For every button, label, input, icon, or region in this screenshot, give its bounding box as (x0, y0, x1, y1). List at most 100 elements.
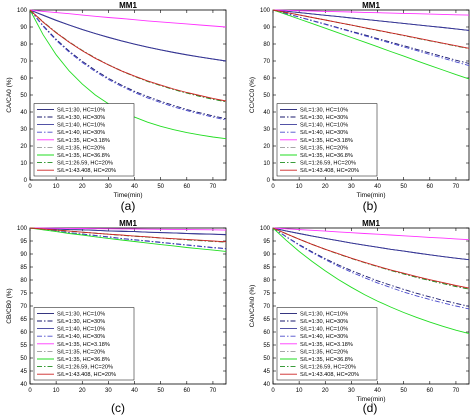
y-tick-label: 40 (263, 382, 270, 388)
x-tick-label: 30 (348, 388, 355, 394)
legend-label: S/L=1:26.59, HC=20% (57, 365, 113, 371)
y-tick-label: 65 (263, 317, 270, 323)
series-line-3 (29, 227, 227, 235)
legend-label: S/L=1:40, HC=30% (57, 130, 105, 136)
x-tick-label: 60 (426, 184, 433, 190)
legend-label: S/L=1:40, HC=10% (57, 123, 105, 129)
x-tick-label: 0 (271, 388, 275, 394)
chart-title: MM1 (119, 1, 137, 10)
panel-label: (c) (111, 401, 125, 415)
legend-label: S/L=1:30, HC=10% (57, 311, 105, 317)
x-tick-label: 70 (210, 388, 217, 394)
y-tick-label: 90 (20, 25, 27, 31)
y-tick-label: 80 (20, 278, 27, 284)
series-line-7 (272, 9, 470, 80)
series-line-4 (272, 9, 470, 67)
legend-label: S/L=1:30, HC=10% (57, 107, 105, 113)
x-tick-label: 70 (210, 184, 217, 190)
series-line-9 (29, 9, 227, 102)
y-tick-label: 50 (20, 356, 27, 362)
legend-label: S/L=1:35, HC=20% (300, 145, 348, 151)
legend-label: S/L=1:35, HC=3.18% (300, 342, 353, 348)
legend-label: S/L=1:35, HC=36.8% (300, 153, 353, 159)
legend-label: S/L=1:30, HC=30% (57, 115, 105, 121)
y-tick-label: 70 (263, 59, 270, 65)
series-line-9 (272, 227, 470, 289)
x-tick-label: 0 (271, 184, 275, 190)
x-tick-label: 30 (348, 184, 355, 190)
x-tick-label: 40 (131, 388, 138, 394)
series-line-5 (272, 227, 470, 241)
legend-label: S/L=1:35, HC=3.18% (57, 138, 110, 144)
legend-label: S/L=1:35, HC=36.8% (57, 153, 110, 159)
legend-label: S/L=1:40, HC=30% (300, 130, 348, 136)
legend-label: S/L=1:40, HC=10% (300, 123, 348, 129)
x-tick-label: 40 (374, 388, 381, 394)
x-tick-label: 0 (28, 388, 32, 394)
series-line-7 (272, 227, 470, 335)
legend-label: S/L=1:43.408, HC=20% (300, 168, 359, 174)
legend-label: S/L=1:40, HC=30% (300, 334, 348, 340)
legend-label: S/L=1:43.408, HC=20% (57, 168, 116, 174)
y-tick-label: 50 (263, 93, 270, 99)
y-tick-label: 95 (263, 239, 270, 245)
x-tick-label: 50 (157, 184, 164, 190)
y-tick-label: 60 (20, 330, 27, 336)
y-tick-label: 80 (20, 42, 27, 48)
y-tick-label: 80 (263, 42, 270, 48)
legend-label: S/L=1:30, HC=10% (300, 311, 348, 317)
x-tick-label: 70 (453, 184, 460, 190)
legend-label: S/L=1:35, HC=36.8% (57, 357, 110, 363)
y-tick-label: 60 (263, 76, 270, 82)
series-line-2 (29, 9, 227, 120)
x-axis-label: Time(min) (113, 192, 142, 199)
y-tick-label: 60 (263, 330, 270, 336)
y-tick-label: 20 (263, 144, 270, 150)
y-tick-label: 85 (20, 265, 27, 271)
y-tick-label: 85 (263, 265, 270, 271)
x-tick-label: 40 (374, 184, 381, 190)
x-tick-label: 10 (53, 184, 60, 190)
legend: S/L=1:30, HC=10% S/L=1:30, HC=30% S/L=1:40… (276, 307, 378, 381)
y-tick-label: 70 (263, 304, 270, 310)
y-tick-label: 100 (260, 8, 271, 14)
x-axis-label: Time(min) (356, 396, 385, 403)
series-line-2 (272, 227, 470, 307)
legend-label: S/L=1:26.59, HC=20% (300, 161, 356, 167)
legend-label: S/L=1:43.408, HC=20% (57, 372, 116, 378)
legend-label: S/L=1:30, HC=30% (300, 115, 348, 121)
y-tick-label: 65 (20, 317, 27, 323)
x-tick-label: 10 (296, 388, 303, 394)
y-axis-label: CAh/CAh0 (%) (249, 285, 256, 328)
y-axis-label: CA/CA0 (%) (6, 77, 13, 112)
x-tick-label: 50 (400, 388, 407, 394)
y-tick-label: 90 (20, 252, 27, 258)
y-tick-label: 0 (24, 178, 28, 184)
panel-label: (b) (363, 199, 378, 213)
y-tick-label: 90 (263, 252, 270, 258)
legend-label: S/L=1:35, HC=20% (57, 349, 105, 355)
series-line-9 (272, 9, 470, 49)
legend-label: S/L=1:26.59, HC=20% (300, 365, 356, 371)
y-tick-label: 100 (17, 226, 28, 232)
x-tick-label: 20 (322, 388, 329, 394)
panel-label: (d) (363, 401, 378, 415)
chart-panel-4: MM1 0 10 20 30 40 50 60 70 40 45 50 55 60 65 70 75 80 85 90… (249, 219, 470, 403)
y-tick-label: 40 (20, 110, 27, 116)
legend-label: S/L=1:35, HC=3.18% (57, 342, 110, 348)
legend-label: S/L=1:35, HC=36.8% (300, 357, 353, 363)
x-tick-label: 30 (105, 388, 112, 394)
y-tick-label: 30 (263, 127, 270, 133)
chart-panel-3: MM1 0 10 20 30 40 50 60 70 40 45 50 55 60 65 70 75 80 85 90… (6, 219, 227, 394)
series-line-3 (272, 9, 470, 31)
x-tick-label: 50 (400, 184, 407, 190)
series-line-4 (272, 227, 470, 310)
x-axis-label: Time(min) (356, 192, 385, 199)
y-tick-label: 40 (20, 382, 27, 388)
series-line-9 (29, 227, 227, 243)
legend-label: S/L=1:35, HC=20% (300, 349, 348, 355)
y-tick-label: 75 (20, 291, 27, 297)
series-line-3 (29, 9, 227, 62)
series-line-3 (272, 227, 470, 261)
